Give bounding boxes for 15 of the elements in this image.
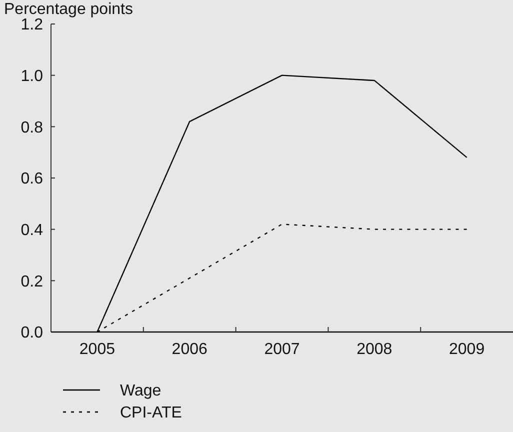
legend-label: CPI-ATE — [120, 404, 182, 422]
y-tick-label: 0.2 — [20, 273, 44, 290]
y-tick-label: 0.4 — [20, 222, 44, 239]
y-tick-label: 0.8 — [20, 119, 44, 136]
y-tick-label: 0.0 — [20, 324, 44, 342]
x-tick-label: 2008 — [356, 341, 392, 358]
y-tick-label: 1.0 — [20, 68, 44, 85]
y-axis-title: Percentage points — [4, 1, 133, 18]
y-tick-label: 1.2 — [20, 16, 44, 34]
x-tick-label: 2007 — [264, 341, 300, 358]
x-tick-label: 2006 — [172, 341, 208, 358]
x-tick-label: 2005 — [79, 341, 116, 358]
y-tick-label: 0.6 — [20, 170, 44, 188]
legend-label: Wage — [120, 382, 162, 400]
x-tick-label: 2009 — [449, 341, 485, 358]
